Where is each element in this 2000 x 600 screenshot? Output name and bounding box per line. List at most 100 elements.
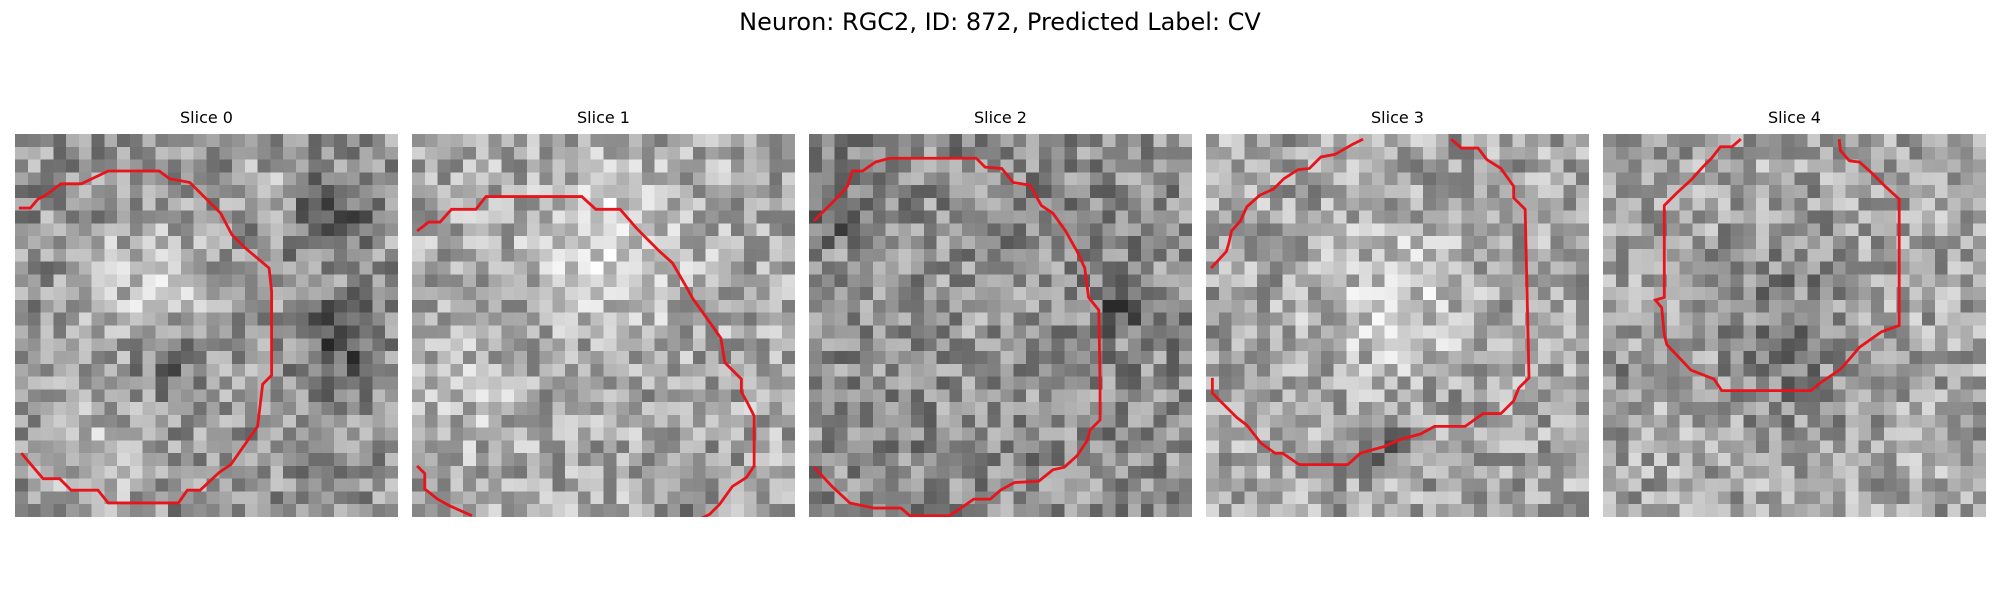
pixel: [1576, 299, 1589, 313]
pixel: [463, 363, 477, 377]
pixel: [1038, 210, 1052, 224]
pixel: [936, 223, 950, 237]
pixel: [936, 287, 950, 301]
pixel: [1845, 427, 1859, 441]
pixel: [1756, 223, 1770, 237]
pixel: [577, 299, 591, 313]
pixel: [295, 325, 309, 339]
pixel: [1153, 402, 1167, 416]
pixel: [180, 223, 194, 237]
pixel: [552, 274, 566, 288]
pixel: [1179, 427, 1192, 441]
pixel: [450, 134, 464, 148]
pixel: [1282, 402, 1296, 416]
pixel: [718, 402, 732, 416]
pixel: [437, 504, 451, 517]
pixel: [1883, 274, 1897, 288]
pixel: [53, 274, 67, 288]
pixel: [872, 236, 886, 250]
pixel: [1038, 363, 1052, 377]
pixel: [821, 236, 835, 250]
pixel: [1179, 414, 1192, 428]
pixel: [1397, 478, 1411, 492]
pixel: [475, 389, 489, 403]
pixel: [1410, 453, 1424, 467]
pixel: [949, 197, 963, 211]
pixel: [1218, 197, 1232, 211]
pixel: [1499, 465, 1513, 479]
pixel: [155, 261, 169, 275]
pixel: [1359, 197, 1373, 211]
pixel: [1064, 491, 1078, 505]
pixel: [872, 478, 886, 492]
pixel: [1115, 504, 1129, 517]
pixel: [987, 210, 1001, 224]
pixel: [1717, 287, 1731, 301]
pixel: [270, 185, 284, 199]
pixel: [1960, 159, 1974, 173]
pixel: [501, 325, 515, 339]
pixel: [142, 427, 156, 441]
pixel: [219, 478, 233, 492]
pixel: [1883, 312, 1897, 326]
pixel: [860, 453, 874, 467]
pixel: [847, 351, 861, 365]
pixel: [1973, 414, 1986, 428]
pixel: [1820, 299, 1834, 313]
pixel: [385, 287, 398, 301]
pixel: [412, 325, 426, 339]
pixel: [1026, 453, 1040, 467]
pixel: [898, 197, 912, 211]
pixel: [372, 414, 386, 428]
pixel: [1820, 287, 1834, 301]
pixel: [334, 287, 348, 301]
pixel: [936, 159, 950, 173]
pixel: [872, 248, 886, 262]
pixel: [219, 402, 233, 416]
pixel: [1679, 248, 1693, 262]
pixel: [667, 312, 681, 326]
pixel: [514, 427, 528, 441]
pixel: [1896, 146, 1910, 160]
pixel: [629, 376, 643, 390]
pixel: [155, 146, 169, 160]
pixel: [667, 134, 681, 148]
pixel: [949, 491, 963, 505]
pixel: [334, 402, 348, 416]
pixel: [821, 427, 835, 441]
pixel: [680, 440, 694, 454]
pixel: [1499, 427, 1513, 441]
pixel: [1499, 440, 1513, 454]
pixel: [1435, 351, 1449, 365]
pixel: [1743, 299, 1757, 313]
pixel: [1641, 185, 1655, 199]
pixel: [91, 146, 105, 160]
pixel: [232, 274, 246, 288]
pixel: [1768, 299, 1782, 313]
pixel: [898, 159, 912, 173]
pixel: [1089, 146, 1103, 160]
pixel: [680, 223, 694, 237]
pixel: [372, 248, 386, 262]
pixel: [885, 248, 899, 262]
pixel: [1934, 478, 1948, 492]
pixel: [424, 389, 438, 403]
pixel: [219, 287, 233, 301]
pixel: [257, 414, 271, 428]
pixel: [1871, 351, 1885, 365]
pixel: [1679, 389, 1693, 403]
slice-image: [1206, 134, 1589, 517]
pixel: [1371, 402, 1385, 416]
pixel: [1423, 402, 1437, 416]
pixel: [244, 376, 258, 390]
pixel: [1153, 363, 1167, 377]
pixel: [1410, 440, 1424, 454]
pixel: [1641, 236, 1655, 250]
pixel: [1794, 146, 1808, 160]
pixel: [514, 338, 528, 352]
pixel: [603, 465, 617, 479]
pixel: [283, 287, 297, 301]
pixel: [705, 287, 719, 301]
pixel: [1269, 261, 1283, 275]
pixel: [1166, 453, 1180, 467]
